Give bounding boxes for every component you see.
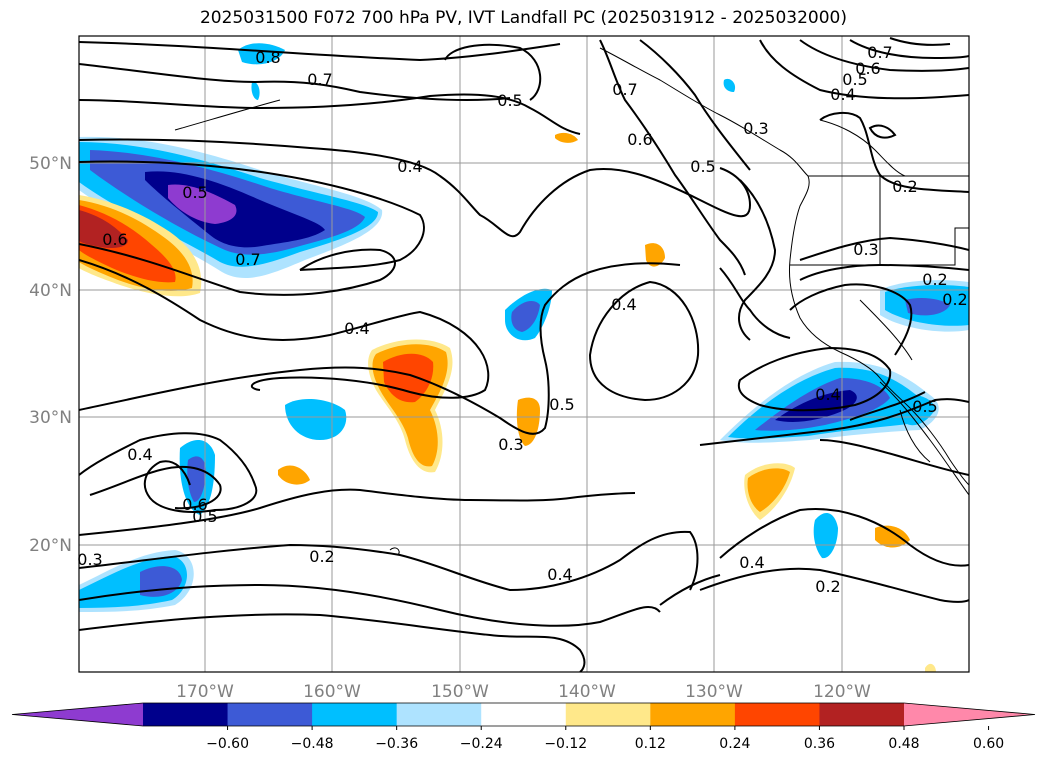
lon-label: 120°W (813, 682, 871, 702)
colorbar-cell (396, 703, 482, 726)
colorbar-outline (11, 702, 1036, 727)
contour-label: 0.6 (102, 230, 127, 249)
colorbar-cell (650, 703, 736, 726)
contour-label: 0.7 (235, 250, 260, 269)
contour-label: 0.5 (497, 91, 522, 110)
contour-label: 0.2 (922, 270, 947, 289)
contour-label: 0.4 (611, 295, 636, 314)
pv-negative-region (168, 184, 237, 224)
pv-positive-region (875, 525, 910, 548)
coastlines (174, 47, 969, 556)
chart-title: 2025031500 F072 700 hPa PV, IVT Landfall… (199, 8, 847, 28)
lon-label: 140°W (558, 682, 616, 702)
contour-label: 0.4 (830, 85, 855, 104)
contour-label: 0.4 (547, 565, 572, 584)
pv-positive-region (645, 243, 665, 267)
lat-label: 50°N (29, 154, 72, 174)
colorbar-tick-label: 0.60 (973, 736, 1004, 752)
colorbar-tick-label: 0.36 (804, 736, 835, 752)
lat-label: 40°N (29, 281, 72, 301)
colorbar-tick-label: −0.36 (375, 736, 418, 752)
colorbar-cell (312, 703, 398, 726)
pv-negative-region (251, 81, 260, 100)
contour-label: 0.6 (855, 59, 880, 78)
contour-label: 0.6 (627, 130, 652, 149)
colorbar-tick-label: 0.24 (719, 736, 750, 752)
lon-label: 170°W (176, 682, 234, 702)
pv-positive-region (278, 465, 310, 485)
pv-negative-region (775, 390, 857, 423)
contour-label: 0.4 (397, 157, 422, 176)
contour-label: 0.7 (867, 43, 892, 62)
colorbar-cell (481, 703, 567, 726)
contour-label: 0.3 (77, 550, 102, 569)
contour-label: 0.3 (743, 119, 768, 138)
colorbar-tick-label: 0.48 (888, 736, 919, 752)
pv-negative-region (813, 513, 838, 559)
lat-label: 30°N (29, 408, 72, 428)
pv-negative-region (511, 300, 540, 332)
pv-positive-region (79, 210, 128, 248)
contour-label: 0.4 (344, 319, 369, 338)
colorbar-cell (227, 703, 313, 726)
map-frame (78, 35, 970, 673)
contour-label: 0.5 (842, 70, 867, 89)
pv-positive-region (383, 353, 434, 403)
contour-label: 0.5 (912, 397, 937, 416)
colorbar-cell (565, 703, 651, 726)
gridlines (79, 36, 969, 672)
contour-label: 0.6 (182, 495, 207, 514)
colorbar-extend-min (12, 703, 143, 726)
colorbar-tick-label: −0.24 (460, 736, 503, 752)
colorbar: −0.60 −0.48 −0.36 −0.24 −0.12 0.12 0.24 0.36 0.4… (11, 702, 1036, 752)
colorbar-tick-label: −0.12 (544, 736, 587, 752)
contour-label: 0.5 (549, 395, 574, 414)
contour-label: 0.8 (255, 48, 280, 67)
contour-label: 0.3 (498, 435, 523, 454)
lon-labels: 170°W 160°W 150°W 140°W 130°W 120°W (176, 682, 871, 702)
lon-label: 130°W (685, 682, 743, 702)
colorbar-cell (734, 703, 820, 726)
colorbar-tick-label: −0.48 (291, 736, 334, 752)
colorbar-tick-label: −0.60 (206, 736, 249, 752)
contour-label: 0.4 (127, 445, 152, 464)
colorbar-extend-max (904, 703, 1035, 726)
contour-label: 0.5 (182, 183, 207, 202)
ivt-contours (79, 37, 969, 672)
lat-labels: 50°N 40°N 30°N 20°N (29, 154, 72, 556)
pv-negative-region (723, 78, 736, 92)
lon-label: 150°W (431, 682, 489, 702)
contour-label: 0.2 (942, 290, 967, 309)
colorbar-cell (819, 703, 905, 726)
contour-label: 0.2 (892, 177, 917, 196)
map-content (79, 36, 969, 672)
contour-label: 0.7 (612, 80, 637, 99)
pv-positive-region (555, 132, 578, 143)
pv-negative-region (238, 43, 285, 65)
colorbar-tick-label: 0.12 (635, 736, 666, 752)
colorbar-cell (143, 703, 229, 726)
contour-label: 0.3 (853, 240, 878, 259)
lon-label: 160°W (303, 682, 361, 702)
lat-label: 20°N (29, 536, 72, 556)
contour-label: 0.4 (739, 553, 764, 572)
pv-positive-region (925, 663, 936, 672)
contour-label: 0.7 (307, 70, 332, 89)
contour-label: 0.2 (815, 577, 840, 596)
contour-label: 0.5 (690, 157, 715, 176)
contour-label: 0.4 (815, 385, 840, 404)
pv-negative-region (905, 297, 950, 316)
contour-label: 0.2 (309, 547, 334, 566)
contour-labels: 0.8 0.7 0.5 0.7 0.6 0.5 0.3 0.4 0.2 0.7 … (77, 43, 967, 596)
pv-positive-region (747, 468, 790, 512)
contour-label: 0.5 (192, 507, 217, 526)
pv-negative-region (285, 398, 347, 440)
